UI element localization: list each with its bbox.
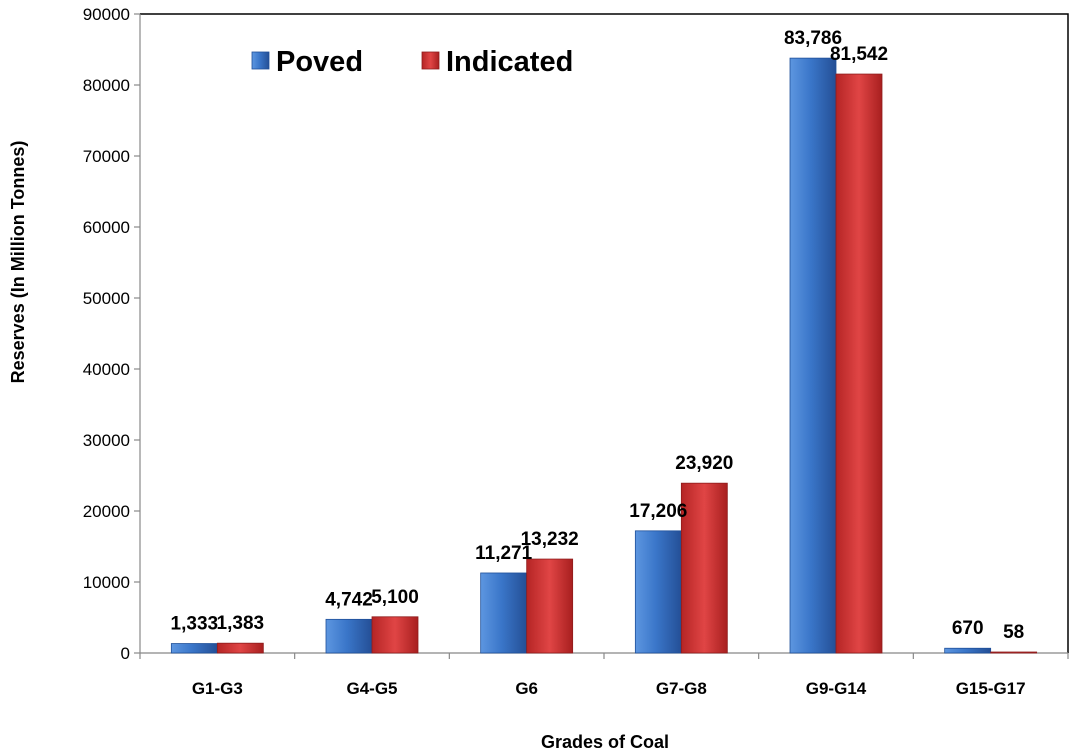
y-tick-label: 90000 [83,5,130,24]
legend: Poved Indicated [251,46,573,78]
y-axis-title: Reserves (In Million Tonnes) [8,141,28,384]
data-label: 81,542 [830,44,888,65]
bar-indicated-g7-g8 [680,482,728,654]
legend-label-indicated: Indicated [446,46,573,78]
y-tick-label: 10000 [83,573,130,592]
y-tick-label: 30000 [83,431,130,450]
data-label: 17,206 [629,501,687,522]
legend-swatch-poved [251,51,270,70]
bar-indicated-g9-g14 [835,73,883,654]
data-label: 5,100 [371,587,419,608]
legend-label-poved: Poved [276,46,363,78]
x-tick-label: G1-G3 [192,679,243,698]
data-label: 13,232 [521,529,579,550]
data-label: 670 [952,618,984,639]
bar-poved-g4-g5 [325,618,373,654]
y-tick-label: 60000 [83,218,130,237]
plot-border [140,13,1069,653]
y-tick-label: 40000 [83,360,130,379]
bar-poved-g6 [480,572,528,654]
bar-indicated-g1-g3 [216,642,264,654]
y-tick-label: 80000 [83,76,130,95]
y-tick-label: 0 [121,644,130,663]
x-tick-label: G7-G8 [656,679,707,698]
x-tick-label: G9-G14 [806,679,867,698]
bar-poved-g9-g14 [789,57,837,654]
y-tick-label: 20000 [83,502,130,521]
data-label: 23,920 [675,453,733,474]
x-tick-label: G15-G17 [956,679,1026,698]
data-label: 1,383 [217,613,265,634]
bar-poved-g1-g3 [170,643,218,654]
data-label: 1,333 [171,614,219,635]
bar-poved-g15-g17 [944,647,992,654]
axes: 0 10000 20000 30000 40000 50000 60000 70000 8000… [83,5,1069,698]
bar-poved-g7-g8 [634,530,682,654]
bar-indicated-g4-g5 [371,616,419,654]
x-tick-label: G6 [515,679,538,698]
plot-frame [140,13,1069,653]
y-tick-label: 70000 [83,147,130,166]
x-axis-title: Grades of Coal [541,732,669,752]
y-tick-label: 50000 [83,289,130,308]
data-label: 83,786 [784,28,842,49]
data-label: 4,742 [325,589,373,610]
legend-swatch-indicated [421,51,440,70]
bar-indicated-g15-g17 [990,651,1038,654]
bar-indicated-g6 [526,558,574,654]
bars [170,57,1038,654]
data-label: 11,271 [475,543,532,564]
data-label: 58 [1003,622,1024,643]
x-tick-label: G4-G5 [346,679,397,698]
